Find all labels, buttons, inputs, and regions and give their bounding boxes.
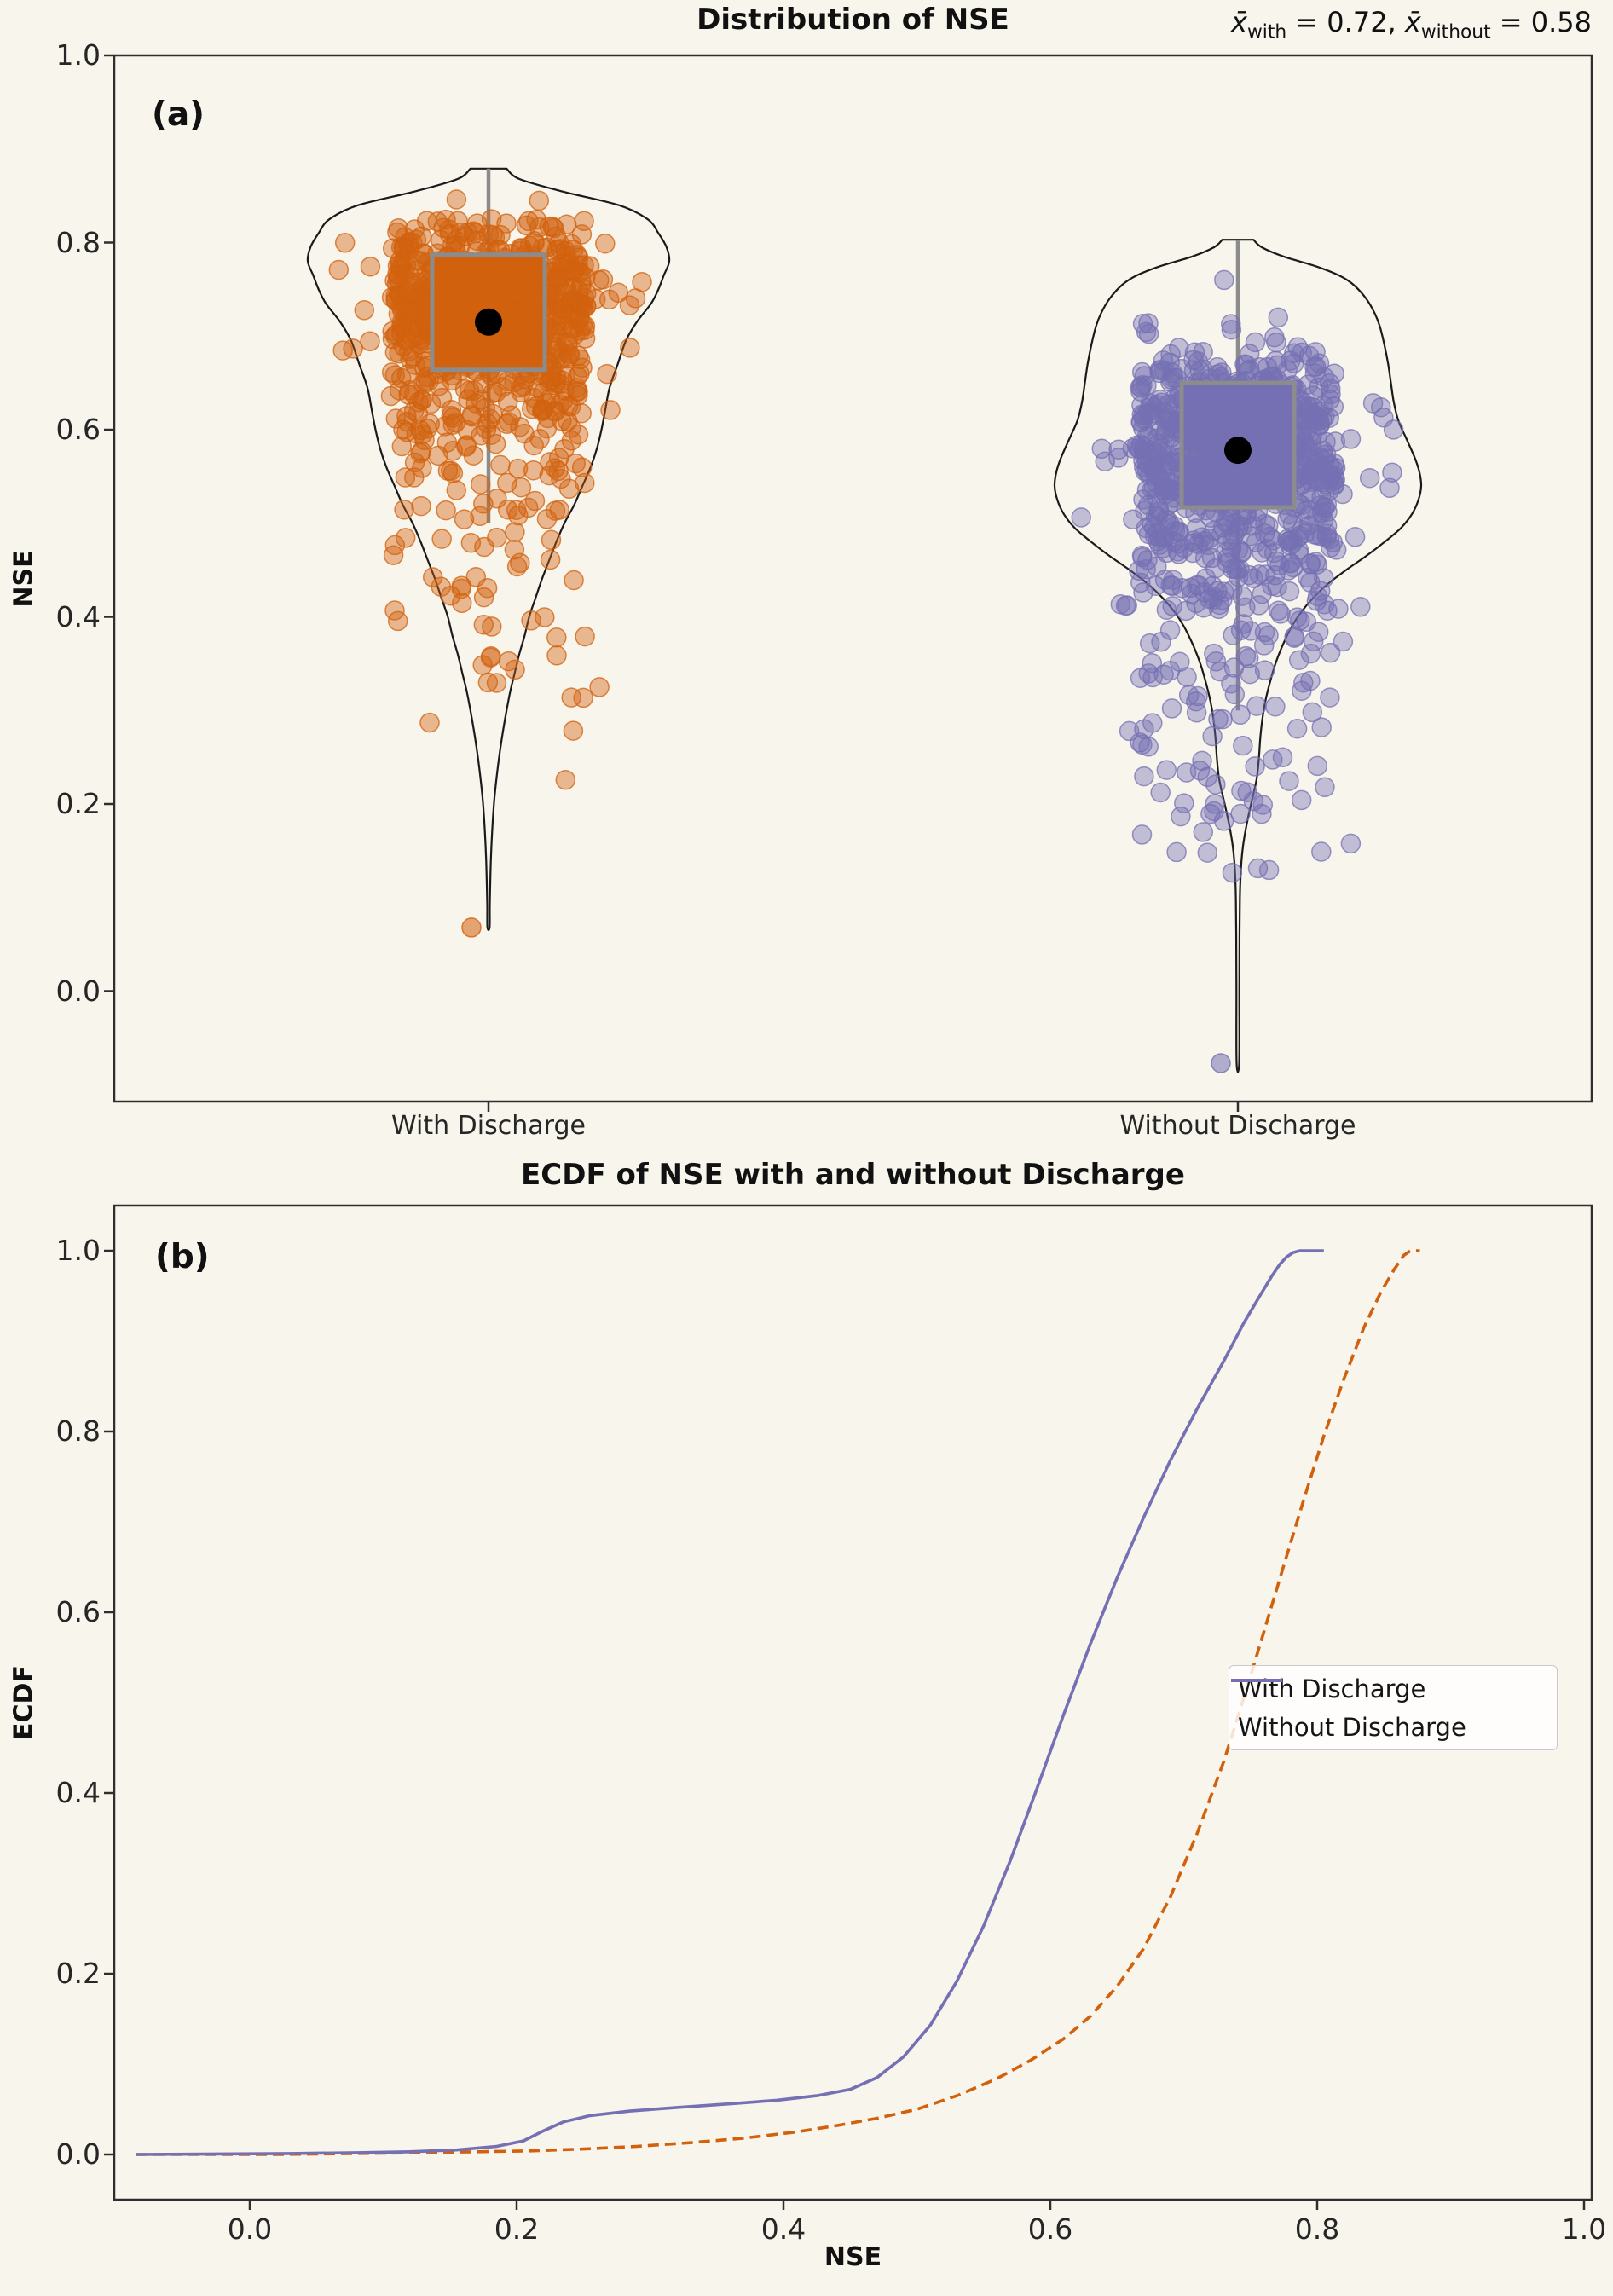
annotation-part: = 0.58 [1490, 6, 1592, 38]
x-category-label: With Discharge [391, 1111, 586, 1141]
mean-dot-with [475, 308, 502, 336]
panel-a-y-tick-label: 0.4 [55, 599, 101, 633]
box-edge-without [1179, 380, 1297, 510]
panel-b-x-tick-label: 0.8 [1294, 2212, 1340, 2246]
legend-entry-label: Without Discharge [1238, 1712, 1466, 1742]
annotation-part: with [1246, 21, 1287, 43]
annotation-part: x̄ [1404, 6, 1421, 38]
ecdf-line-with [136, 1249, 1420, 2156]
panel-a-annotation: x̄with = 0.72, x̄without = 0.58 [1231, 6, 1592, 43]
panel-a-title: Distribution of NSE [697, 3, 1009, 37]
panel-a-y-tick-label: 1.0 [55, 38, 101, 72]
panel-b-x-tick-label: 0.6 [1027, 2212, 1073, 2246]
annotation-part: x̄ [1231, 6, 1247, 38]
strip-points-with [328, 189, 652, 938]
legend: With Discharge Without Discharge [1229, 1665, 1558, 1750]
panel-b-title: ECDF of NSE with and without Discharge [521, 1158, 1185, 1192]
panel-b-x-tick-label: 1.0 [1561, 2212, 1607, 2246]
legend-entry: Without Discharge [1231, 1679, 1548, 1744]
panel-b-y-tick-label: 0.2 [55, 1957, 101, 1990]
panel-b-y-tick-label: 1.0 [55, 1234, 101, 1267]
panel-a-y-tick-label: 0.8 [55, 225, 101, 259]
violin-outline-with [306, 167, 671, 931]
panel-a-label: (a) [152, 95, 205, 134]
panel-a-y-tick-label: 0.6 [55, 413, 101, 446]
ecdf-line-without [136, 1249, 1324, 2156]
legend-entry: With Discharge [1231, 1671, 1548, 1706]
strip-points-without [1071, 269, 1404, 1073]
annotation-part: = 0.72, [1286, 6, 1405, 38]
panel-border [113, 54, 1593, 1103]
panel-border [113, 1204, 1593, 2201]
panel-b-ylabel: ECDF [9, 1665, 39, 1740]
panel-b-x-tick-label: 0.2 [494, 2212, 540, 2246]
panel-b-y-tick-label: 0.6 [55, 1595, 101, 1628]
x-category-label: Without Discharge [1119, 1111, 1356, 1141]
panel-b-xlabel: NSE [824, 2242, 882, 2272]
panel-b-y-tick-label: 0.4 [55, 1776, 101, 1809]
legend-line-sample [1231, 1679, 1282, 1682]
mean-dot-without [1224, 437, 1252, 465]
panel-a-y-tick-label: 0.0 [55, 974, 101, 1008]
annotation-part: without [1420, 21, 1491, 43]
panel-a-y-tick-label: 0.2 [55, 787, 101, 820]
violin-outline-without [1053, 239, 1423, 1073]
panel-b-y-tick-label: 0.0 [55, 2137, 101, 2171]
panel-b-y-tick-label: 0.8 [55, 1414, 101, 1448]
box-edge-with [430, 252, 547, 373]
panel-b-x-tick-label: 0.4 [760, 2212, 806, 2246]
panel-b-x-tick-label: 0.0 [227, 2212, 273, 2246]
panel-b-label: (b) [155, 1238, 210, 1276]
